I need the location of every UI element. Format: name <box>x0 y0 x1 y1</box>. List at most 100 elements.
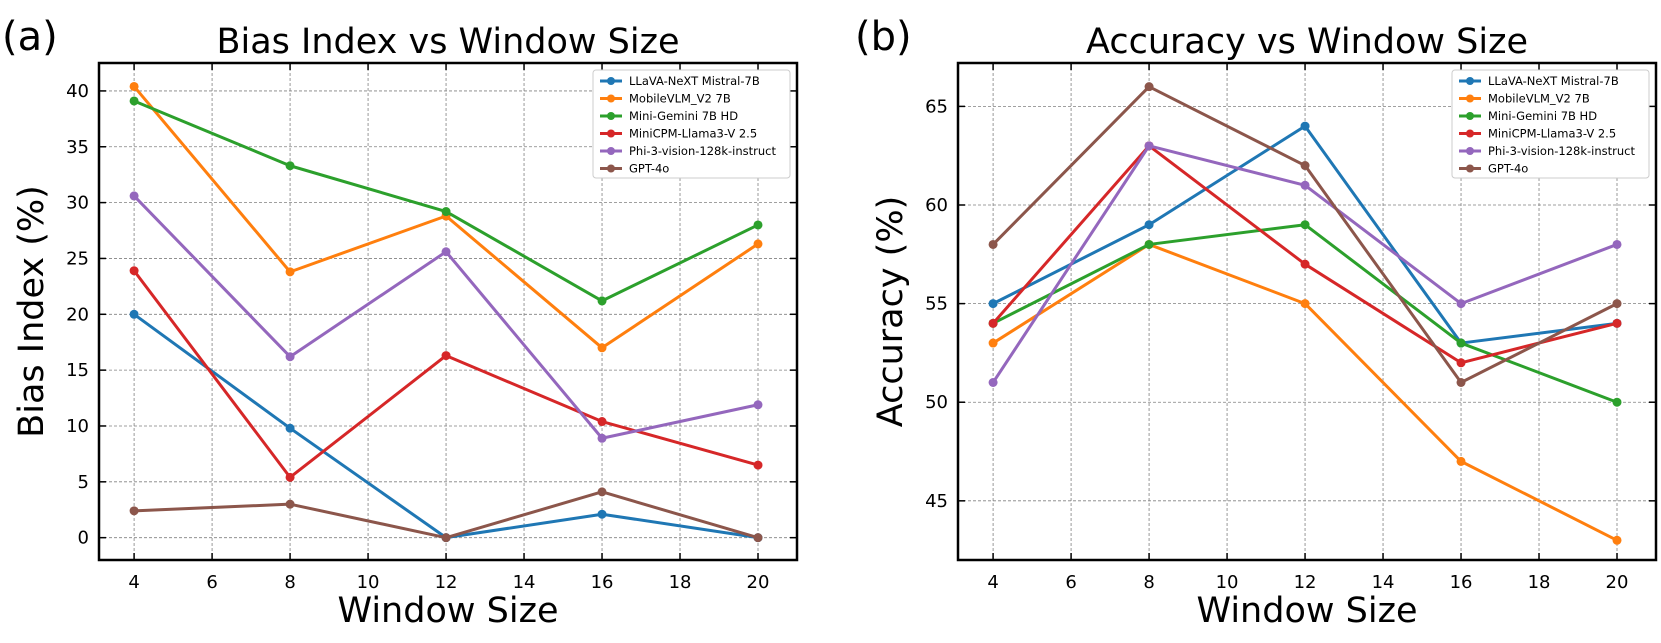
legend-box <box>592 69 791 179</box>
panel-letter: (a) <box>2 14 58 60</box>
data-point <box>597 343 607 353</box>
data-point <box>285 499 295 509</box>
legend-item-minicpm-llama3-v-2-5: MiniCPM-Llama3-V 2.5 <box>1459 127 1616 141</box>
data-point <box>1144 82 1154 92</box>
data-point <box>1612 535 1622 545</box>
legend-item-gpt-4o: GPT-4o <box>600 162 669 176</box>
data-point <box>1300 180 1310 190</box>
x-tick-label: 8 <box>1143 572 1154 593</box>
legend-swatch-marker <box>1466 147 1474 155</box>
y-tick-label: 40 <box>66 81 89 102</box>
x-tick-label: 10 <box>1216 572 1239 593</box>
y-axis-label: Accuracy (%) <box>871 196 911 427</box>
y-tick-label: 5 <box>78 472 89 493</box>
x-tick-label: 16 <box>1450 572 1473 593</box>
x-tick-label: 6 <box>1065 572 1076 593</box>
y-tick-label: 55 <box>925 294 948 315</box>
data-point <box>129 266 139 276</box>
x-tick-label: 4 <box>128 572 139 593</box>
data-point <box>1456 456 1466 466</box>
legend-label: LLaVA-NeXT Mistral-7B <box>1488 74 1619 88</box>
legend-label: MobileVLM_V2 7B <box>1488 92 1590 106</box>
series-mobilevlm-v2-7b <box>988 239 1622 545</box>
legend-swatch-marker <box>1466 112 1474 120</box>
data-point <box>1456 358 1466 368</box>
data-point <box>1612 397 1622 407</box>
y-tick-label: 20 <box>66 304 89 325</box>
y-tick-label: 45 <box>925 491 948 512</box>
legend-box <box>1451 69 1650 179</box>
legend-label: Phi-3-vision-128k-instruct <box>1488 144 1635 158</box>
y-axis-label: Bias Index (%) <box>12 185 52 438</box>
legend-label: Mini-Gemini 7B HD <box>629 109 738 123</box>
data-point <box>988 299 998 309</box>
chart-title: Accuracy vs Window Size <box>1086 22 1528 62</box>
legend: LLaVA-NeXT Mistral-7B MobileVLM_V2 7B Mini… <box>1451 69 1650 179</box>
data-point <box>1300 121 1310 131</box>
data-point <box>129 309 139 319</box>
legend-swatch-marker <box>1466 164 1474 173</box>
legend-swatch-marker <box>607 112 615 120</box>
series-minicpm-llama3-v-2-5 <box>129 266 763 482</box>
x-tick-label: 12 <box>435 572 458 593</box>
data-point <box>1144 239 1154 249</box>
y-tick-label: 25 <box>66 248 89 269</box>
data-point <box>129 191 139 201</box>
series-gpt-4o <box>129 487 763 543</box>
legend-label: GPT-4o <box>1488 162 1528 176</box>
legend-label: MiniCPM-Llama3-V 2.5 <box>1488 127 1616 141</box>
legend-swatch-marker <box>607 147 615 155</box>
data-point <box>753 239 763 249</box>
y-tick-label: 50 <box>925 392 948 413</box>
x-tick-label: 16 <box>591 572 614 593</box>
series-llava-next-mistral-7b <box>988 121 1622 348</box>
chart-title: Bias Index vs Window Size <box>216 22 679 62</box>
legend-label: Mini-Gemini 7B HD <box>1488 109 1597 123</box>
legend-item-mobilevlm-v2-7b: MobileVLM_V2 7B <box>600 92 731 106</box>
x-tick-label: 18 <box>1528 572 1551 593</box>
data-point <box>129 96 139 106</box>
data-point <box>597 487 607 497</box>
data-point <box>1612 299 1622 309</box>
legend-item-mini-gemini-7b-hd: Mini-Gemini 7B HD <box>600 109 738 123</box>
data-point <box>753 533 763 543</box>
data-point <box>597 417 607 427</box>
data-point <box>988 318 998 328</box>
x-tick-label: 6 <box>206 572 217 593</box>
data-point <box>988 239 998 249</box>
series-line <box>133 194 759 440</box>
x-tick-label: 14 <box>1372 572 1395 593</box>
data-point <box>285 472 295 482</box>
data-point <box>988 338 998 348</box>
y-tick-label: 0 <box>78 528 89 549</box>
x-axis-label: Window Size <box>1197 591 1418 631</box>
y-tick-label: 65 <box>925 96 948 117</box>
legend-swatch-marker <box>607 77 615 85</box>
data-point <box>441 351 451 361</box>
legend-item-llava-next-mistral-7b: LLaVA-NeXT Mistral-7B <box>1459 74 1619 88</box>
x-tick-label: 8 <box>284 572 295 593</box>
data-point <box>285 161 295 171</box>
data-point <box>1456 338 1466 348</box>
data-point <box>285 352 295 362</box>
y-tick-label: 15 <box>66 360 89 381</box>
data-point <box>1612 239 1622 249</box>
x-tick-label: 20 <box>1606 572 1629 593</box>
series-gpt-4o <box>988 82 1622 387</box>
x-tick-label: 4 <box>987 572 998 593</box>
data-point <box>285 423 295 433</box>
legend-swatch-marker <box>607 129 615 138</box>
data-point <box>1456 299 1466 309</box>
legend: LLaVA-NeXT Mistral-7B MobileVLM_V2 7B Mini… <box>592 69 791 179</box>
data-point <box>597 509 607 519</box>
legend-label: Phi-3-vision-128k-instruct <box>629 144 776 158</box>
legend-label: MiniCPM-Llama3-V 2.5 <box>629 127 757 141</box>
data-point <box>129 81 139 91</box>
legend-swatch-marker <box>1466 94 1474 103</box>
data-point <box>753 400 763 410</box>
data-point <box>1300 259 1310 269</box>
data-point <box>129 506 139 516</box>
data-point <box>1456 378 1466 387</box>
x-tick-label: 14 <box>513 572 536 593</box>
